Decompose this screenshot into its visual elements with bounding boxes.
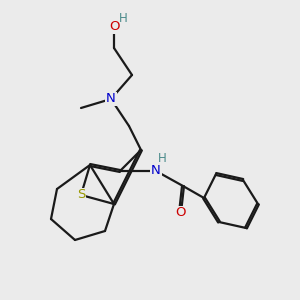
Text: H: H — [118, 11, 127, 25]
Text: H: H — [158, 152, 167, 165]
Text: O: O — [175, 206, 185, 220]
Text: N: N — [151, 164, 161, 178]
Text: O: O — [109, 20, 119, 34]
Text: N: N — [106, 92, 116, 106]
Text: S: S — [77, 188, 85, 202]
